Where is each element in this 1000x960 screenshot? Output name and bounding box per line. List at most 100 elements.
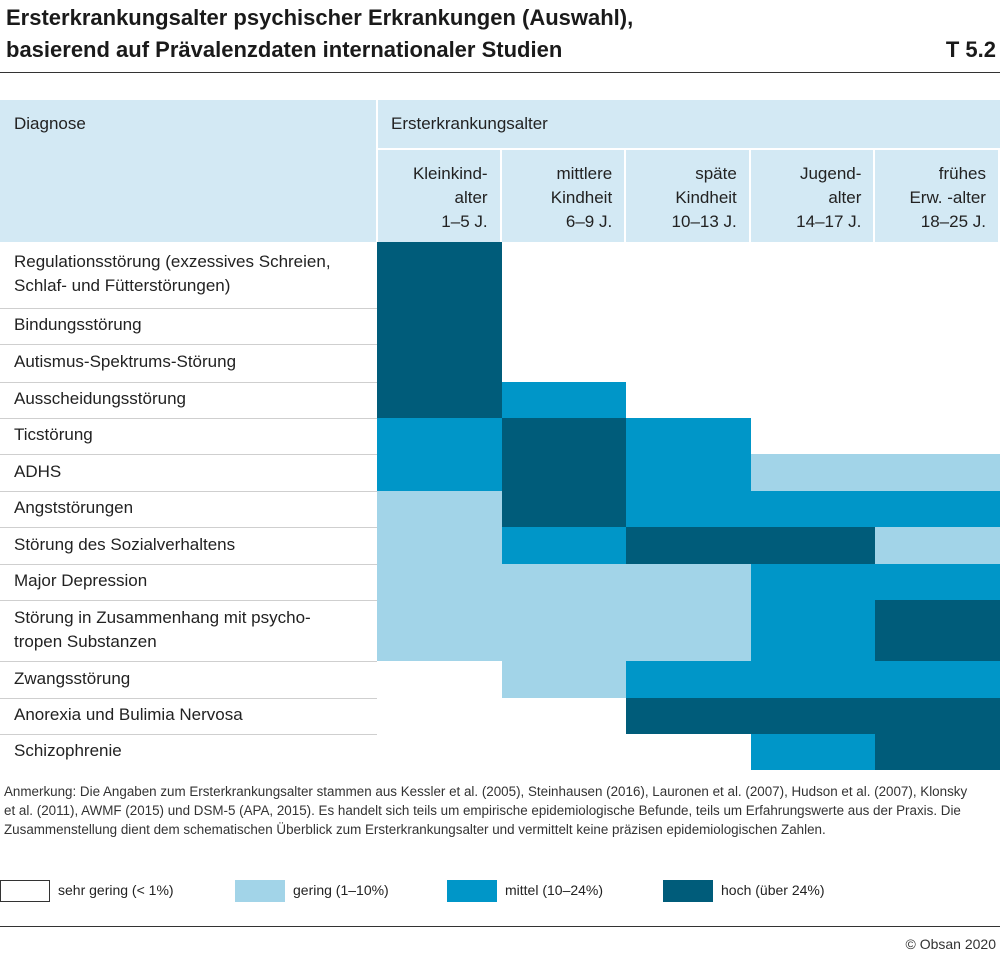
- heat-cell-r4-c3: [626, 382, 752, 418]
- column-header-3: späte Kindheit 10–13 J.: [626, 150, 749, 242]
- heat-cell-r10-c5: [875, 600, 1000, 661]
- heat-cell-r6-c1: [377, 454, 503, 491]
- heat-cell-r2-c5: [875, 308, 1000, 344]
- row-label-13: Schizophrenie: [14, 741, 122, 760]
- heat-cell-r12-c1: [377, 698, 503, 734]
- heat-cell-r8-c4: [750, 527, 876, 564]
- heat-cell-r2-c1: [377, 308, 503, 344]
- heat-cell-r12-c5: [875, 698, 1000, 734]
- row-divider-1: [0, 307, 377, 309]
- heat-cell-r3-c4: [750, 344, 876, 382]
- heat-cell-r2-c3: [626, 308, 752, 344]
- heat-cell-r3-c5: [875, 344, 1000, 382]
- heat-cell-r9-c3: [626, 564, 752, 600]
- header-group-cell: [377, 100, 1000, 148]
- row-divider-2: [0, 343, 377, 345]
- heat-cell-r12-c2: [501, 698, 627, 734]
- row-label-10: Störung in Zusammenhang mit psycho- trop…: [14, 607, 311, 651]
- row-divider-3: [0, 381, 377, 383]
- heat-cell-r4-c1: [377, 382, 503, 418]
- heat-cell-r6-c3: [626, 454, 752, 491]
- heat-cell-r4-c4: [750, 382, 876, 418]
- legend-label-1: sehr gering (< 1%): [58, 882, 174, 898]
- legend-swatch-3: [447, 880, 497, 902]
- heat-cell-r10-c1: [377, 600, 503, 661]
- row-label-9: Major Depression: [14, 571, 148, 590]
- heat-cell-r10-c4: [750, 600, 876, 661]
- heat-cell-r1-c3: [626, 242, 752, 308]
- row-divider-12: [0, 733, 377, 735]
- column-header-5: frühes Erw. -alter 18–25 J.: [875, 150, 998, 242]
- legend-swatch-2: [235, 880, 285, 902]
- row-label-6: ADHS: [14, 461, 62, 481]
- column-header-1: Kleinkind- alter 1–5 J.: [377, 150, 500, 242]
- heat-cell-r13-c4: [750, 734, 876, 770]
- heat-cell-r10-c3: [626, 600, 752, 661]
- heat-cell-r9-c1: [377, 564, 503, 600]
- header-vertical-divider: [376, 100, 378, 242]
- heat-cell-r6-c4: [750, 454, 876, 491]
- heat-cell-r8-c1: [377, 527, 503, 564]
- heat-cell-r4-c2: [501, 382, 627, 418]
- row-label-11: Zwangsstörung: [14, 668, 131, 688]
- heat-cell-r3-c3: [626, 344, 752, 382]
- legend: sehr gering (< 1%) gering (1–10%) mittel (…: [0, 880, 1000, 904]
- heat-cell-r4-c5: [875, 382, 1000, 418]
- heat-cell-r5-c4: [750, 418, 876, 454]
- title-line-1: Ersterkrankungsalter psychischer Erkrank…: [6, 5, 634, 30]
- heat-cell-r3-c2: [501, 344, 627, 382]
- heat-cell-r13-c3: [626, 734, 752, 770]
- table-id: T 5.2: [945, 37, 996, 62]
- heat-cell-r8-c3: [626, 527, 752, 564]
- heat-cell-r9-c5: [875, 564, 1000, 600]
- row-label-3: Autismus-Spektrums-Störung: [14, 352, 237, 371]
- row-label-5: Ticstörung: [14, 425, 93, 444]
- heat-cell-r12-c4: [750, 698, 876, 734]
- row-label-1: Regulationsstörung (exzessives Schreien,…: [14, 252, 331, 295]
- row-header-label: Diagnose: [14, 114, 86, 133]
- row-divider-7: [0, 526, 377, 528]
- heat-cell-r5-c2: [501, 418, 627, 454]
- group-header-label: Ersterkrankungsalter: [391, 114, 548, 133]
- row-label-2: Bindungsstörung: [14, 315, 142, 334]
- heat-cell-r6-c5: [875, 454, 1000, 491]
- legend-item-1: sehr gering (< 1%): [0, 880, 230, 902]
- heat-cell-r1-c2: [501, 242, 627, 308]
- group-header-divider: [377, 148, 1000, 150]
- heat-cell-r11-c4: [750, 661, 876, 698]
- chart-title: Ersterkrankungsalter psychischer Erkrank…: [6, 2, 906, 66]
- heat-cell-r7-c3: [626, 491, 752, 527]
- header-diagnose-cell: [0, 100, 376, 242]
- row-label-8: Störung des Sozialverhaltens: [14, 534, 236, 554]
- heat-cell-r5-c3: [626, 418, 752, 454]
- legend-item-4: hoch (über 24%): [663, 880, 893, 902]
- bottom-rule: [0, 926, 1000, 927]
- row-divider-6: [0, 490, 377, 492]
- heat-cell-r9-c4: [750, 564, 876, 600]
- legend-swatch-1: [0, 880, 50, 902]
- column-header-2: mittlere Kindheit 6–9 J.: [501, 150, 625, 242]
- legend-item-3: mittel (10–24%): [447, 880, 677, 902]
- row-divider-8: [0, 563, 377, 565]
- source-credit: © Obsan 2020: [905, 936, 997, 952]
- row-divider-10: [0, 660, 377, 662]
- row-label-12: Anorexia und Bulimia Nervosa: [14, 705, 243, 724]
- row-label-4: Ausscheidungsstörung: [14, 389, 187, 408]
- row-label-7: Angststörungen: [14, 498, 134, 517]
- heat-cell-r6-c2: [501, 454, 627, 491]
- heat-cell-r1-c1: [377, 242, 503, 308]
- row-divider-4: [0, 417, 377, 419]
- heat-cell-r5-c5: [875, 418, 1000, 454]
- heat-cell-r5-c1: [377, 418, 503, 454]
- legend-label-3: mittel (10–24%): [505, 882, 604, 898]
- heat-cell-r9-c2: [501, 564, 627, 600]
- row-divider-5: [0, 453, 377, 455]
- heat-cell-r10-c2: [501, 600, 627, 661]
- top-rule: [0, 72, 1000, 73]
- heat-cell-r12-c3: [626, 698, 752, 734]
- heat-cell-r8-c2: [501, 527, 627, 564]
- heat-cell-r11-c3: [626, 661, 752, 698]
- heat-cell-r7-c2: [501, 491, 627, 527]
- heat-cell-r8-c5: [875, 527, 1000, 564]
